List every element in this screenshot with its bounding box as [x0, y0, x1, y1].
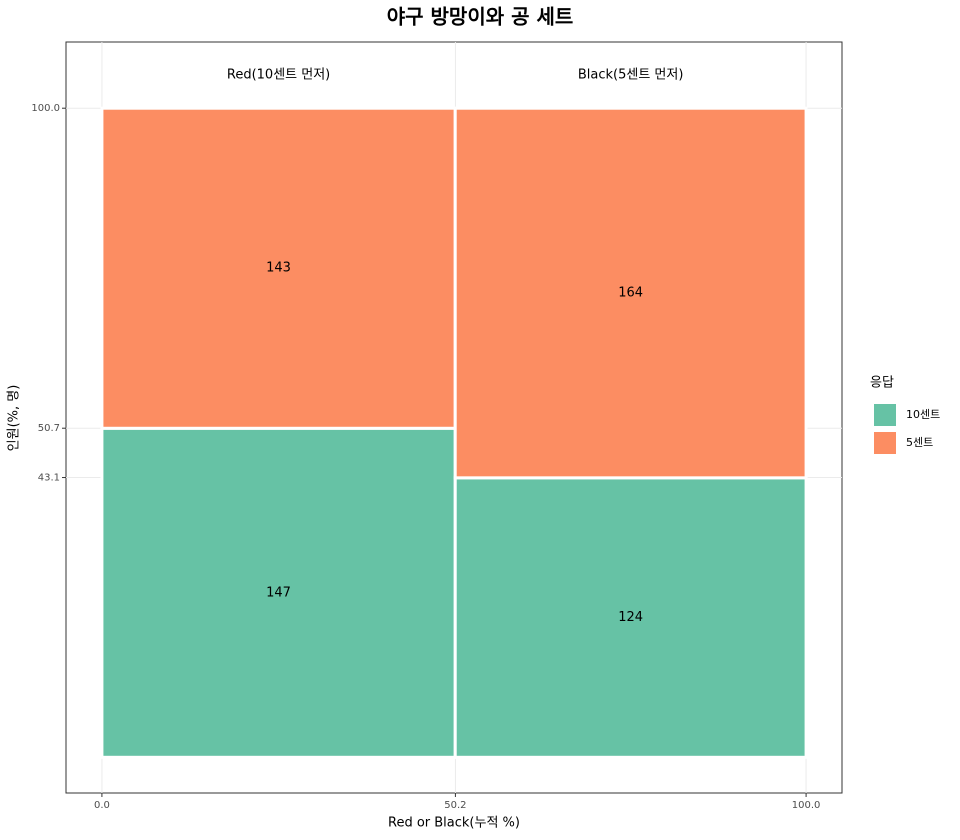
data-label: 164: [618, 286, 643, 301]
mosaic-tile: [453, 106, 808, 480]
legend-label: 10센트: [906, 408, 940, 421]
chart-title: 야구 방망이와 공 세트: [387, 5, 574, 29]
y-axis-label: 인원(%, 명): [7, 385, 22, 452]
x-axis-label: Red or Black(누적 %): [388, 816, 520, 831]
y-tick-label: 43.1: [38, 473, 60, 484]
legend-key: [874, 404, 896, 426]
x-tick-label: 50.2: [444, 800, 466, 811]
legend-key: [874, 432, 896, 454]
data-label: 147: [266, 585, 291, 600]
marks: 147 143 124 164: [100, 106, 808, 759]
y-tick-label: 50.7: [38, 423, 60, 434]
y-tick-label: 100.0: [31, 103, 60, 114]
x-tick-label: 100.0: [792, 800, 821, 811]
column-label: Red(10센트 먼저): [227, 68, 330, 83]
data-label: 124: [618, 610, 643, 625]
column-label: Black(5센트 먼저): [578, 68, 684, 83]
legend-label: 5센트: [906, 436, 933, 449]
data-label: 143: [266, 261, 291, 276]
legend-title: 응답: [870, 376, 894, 391]
mosaic-tile: [100, 106, 457, 430]
x-tick-label: 0.0: [94, 800, 110, 811]
